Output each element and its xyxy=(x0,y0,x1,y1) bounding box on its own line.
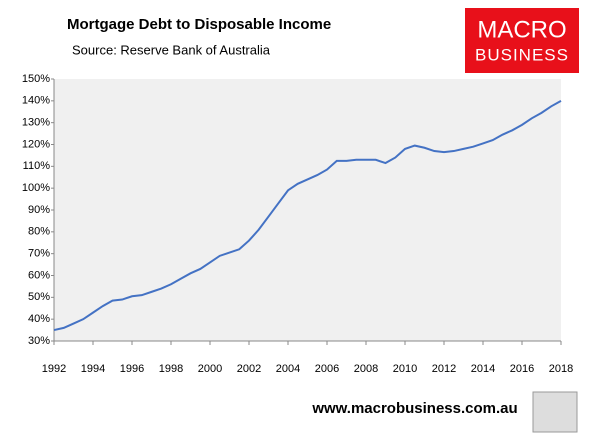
wolf-icon xyxy=(532,391,578,433)
data-line xyxy=(53,99,562,332)
logo-text: BUSINESS xyxy=(475,45,569,64)
y-tick-label: 140% xyxy=(22,95,50,107)
x-tick-label: 2018 xyxy=(549,363,573,375)
x-tick-label: 1994 xyxy=(81,363,105,375)
x-tick-label: 1992 xyxy=(42,363,66,375)
chart-subtitle: Source: Reserve Bank of Australia xyxy=(72,42,271,57)
y-tick-label: 60% xyxy=(28,269,50,281)
x-tick-label: 1998 xyxy=(159,363,183,375)
logo-text: MACRO xyxy=(477,16,566,43)
y-tick-label: 50% xyxy=(28,291,50,303)
x-tick-label: 2000 xyxy=(198,363,222,375)
x-tick-label: 2014 xyxy=(471,363,495,375)
y-tick-label: 30% xyxy=(28,335,50,347)
plot-area xyxy=(54,79,561,341)
chart-title: Mortgage Debt to Disposable Income xyxy=(67,16,331,33)
x-tick-label: 2016 xyxy=(510,363,534,375)
x-tick-label: 2002 xyxy=(237,363,261,375)
x-tick-label: 2008 xyxy=(354,363,378,375)
y-tick-label: 80% xyxy=(28,226,50,238)
x-tick-label: 2004 xyxy=(276,363,300,375)
x-tick-label: 2006 xyxy=(315,363,339,375)
logo-box xyxy=(465,8,579,73)
y-tick-label: 150% xyxy=(22,73,50,85)
y-tick-label: 120% xyxy=(22,138,50,150)
y-tick-label: 90% xyxy=(28,204,50,216)
y-tick-label: 110% xyxy=(23,160,51,172)
x-tick-label: 1996 xyxy=(120,363,144,375)
y-tick-label: 70% xyxy=(28,248,50,260)
footer-url: www.macrobusiness.com.au xyxy=(311,400,517,417)
y-tick-label: 40% xyxy=(28,313,50,325)
x-tick-label: 2010 xyxy=(393,363,417,375)
x-tick-label: 2012 xyxy=(432,363,456,375)
y-tick-label: 100% xyxy=(22,182,50,194)
y-tick-label: 130% xyxy=(22,117,50,129)
